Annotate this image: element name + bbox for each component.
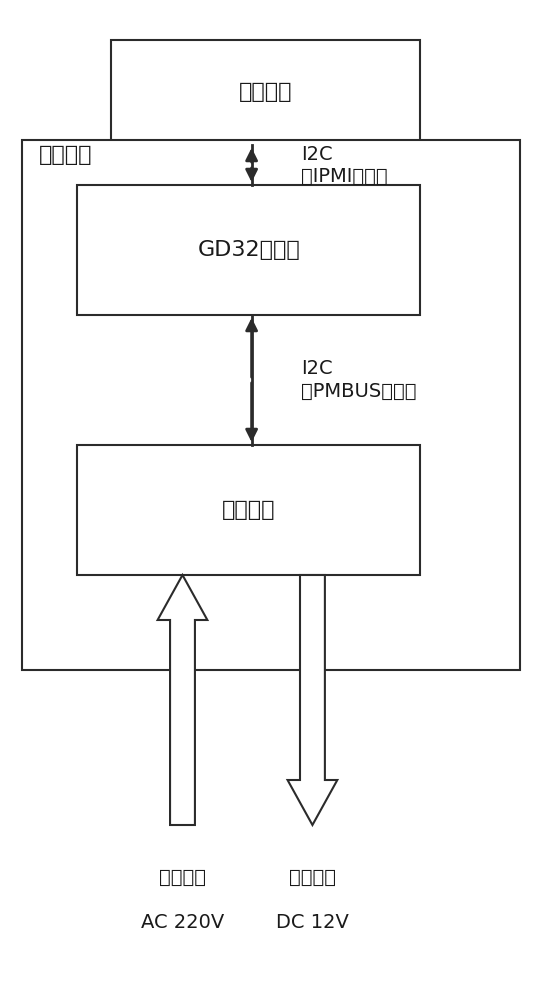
- Text: 电源模块: 电源模块: [222, 500, 275, 520]
- Text: 电源输入: 电源输入: [159, 867, 206, 886]
- Text: I2C
（IPMI协议）: I2C （IPMI协议）: [301, 144, 388, 186]
- Text: 电源板卡: 电源板卡: [39, 145, 92, 165]
- Text: 管理板卡: 管理板卡: [239, 83, 292, 103]
- Text: I2C
（PMBUS协议）: I2C （PMBUS协议）: [301, 360, 417, 400]
- Text: GD32单片机: GD32单片机: [197, 240, 300, 260]
- Polygon shape: [158, 575, 207, 825]
- FancyBboxPatch shape: [22, 140, 520, 670]
- Text: DC 12V: DC 12V: [276, 914, 349, 932]
- Polygon shape: [288, 575, 337, 825]
- Text: AC 220V: AC 220V: [141, 914, 224, 932]
- FancyBboxPatch shape: [77, 445, 420, 575]
- Text: 电源输出: 电源输出: [289, 867, 336, 886]
- FancyBboxPatch shape: [111, 40, 420, 145]
- FancyBboxPatch shape: [77, 185, 420, 315]
